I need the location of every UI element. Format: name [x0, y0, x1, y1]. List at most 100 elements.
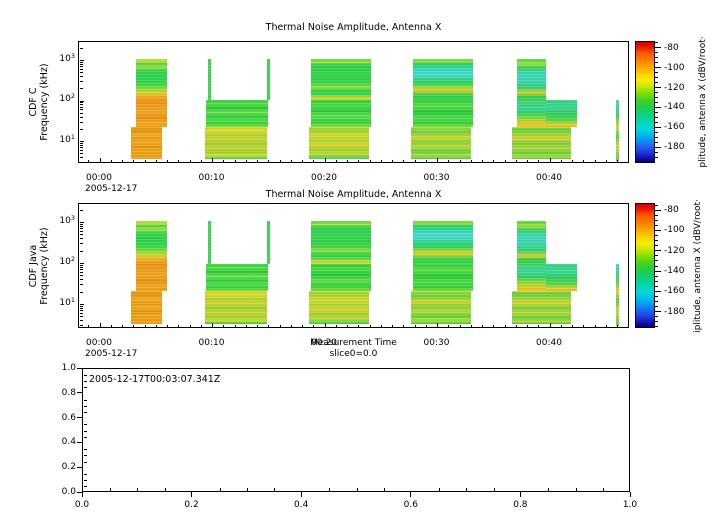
x-minor-tick: [560, 325, 562, 327]
x-minor-tick: [493, 488, 495, 491]
y-tick-exponent: 1: [70, 132, 75, 141]
x-major-tick: [324, 158, 326, 162]
x-minor-tick: [538, 325, 540, 327]
y-tick-base: 10: [59, 53, 71, 64]
colorbar[interactable]: [635, 41, 655, 163]
x-tick-label: 00:40: [536, 173, 562, 183]
spectrogram-segment: [410, 290, 471, 324]
y-major-tick: [80, 263, 84, 264]
x-axis-date-label: 2005-12-17: [85, 184, 138, 194]
colorbar-minor-tick: [655, 295, 658, 297]
y-tick-base: 10: [59, 297, 71, 308]
y-minor-tick: [80, 102, 83, 104]
colorbar-minor-tick: [655, 285, 658, 287]
colorbar-minor-tick: [655, 52, 658, 54]
x-minor-tick: [617, 325, 618, 327]
y-major-tick: [80, 141, 84, 142]
colorbar-minor-tick: [655, 97, 658, 99]
x-minor-tick: [257, 160, 258, 162]
x-minor-tick: [302, 160, 303, 162]
x-minor-tick: [178, 160, 180, 162]
y-minor-tick: [80, 144, 83, 146]
x-minor-tick: [403, 160, 405, 162]
y-minor-tick: [84, 380, 87, 382]
x-minor-tick: [137, 488, 139, 491]
y-minor-tick: [84, 399, 87, 401]
colorbar-minor-tick: [655, 260, 658, 262]
x-major-tick: [324, 323, 326, 327]
spectrogram-segment: [410, 126, 471, 159]
x-minor-tick: [234, 325, 236, 327]
spectrogram-segment: [516, 58, 547, 127]
x-minor-tick: [594, 325, 596, 327]
y-tick-label: 0.2: [61, 462, 76, 473]
x-minor-tick: [448, 160, 450, 162]
colorbar-tick-label: -120: [664, 245, 685, 256]
spectrogram-segment: [206, 100, 269, 127]
x-minor-tick: [515, 160, 517, 162]
x-tick-label: 00:00: [86, 338, 112, 348]
y-minor-tick: [80, 157, 83, 159]
x-major-tick: [437, 323, 438, 327]
x-minor-tick: [560, 160, 562, 162]
x-minor-tick: [356, 488, 358, 491]
colorbar-tick-label: -180: [664, 142, 685, 153]
y-minor-tick: [80, 305, 83, 307]
x-minor-tick: [144, 325, 146, 327]
x-tick-label: 00:30: [423, 338, 450, 348]
y-minor-tick: [80, 284, 83, 286]
colorbar[interactable]: [635, 203, 655, 328]
colorbar-minor-tick: [655, 131, 658, 133]
y-minor-tick: [80, 121, 83, 123]
x-minor-tick: [538, 160, 540, 162]
y-minor-tick: [80, 320, 83, 322]
x-minor-tick: [369, 325, 371, 327]
y-minor-tick: [80, 109, 83, 111]
colorbar-minor-tick: [655, 245, 658, 247]
x-minor-tick: [583, 325, 585, 327]
x-minor-tick: [122, 160, 123, 162]
colorbar-unit-label: iplitude, antenna X (dBV/root·: [693, 198, 703, 333]
y-major-tick: [80, 222, 84, 223]
spectrogram-segment: [309, 290, 370, 324]
y-minor-tick: [80, 307, 83, 309]
spectrogram-plot-area[interactable]: [78, 203, 629, 328]
x-minor-tick: [257, 325, 258, 327]
colorbar-minor-tick: [655, 121, 658, 123]
y-tick-base: 10: [59, 256, 71, 267]
y-tick-label: 0.8: [61, 387, 76, 398]
x-major-tick: [99, 323, 101, 327]
time-annotation[interactable]: 2005-12-17T00:03:07.341Z: [89, 374, 221, 385]
y-minor-tick: [84, 461, 87, 463]
y-minor-tick: [80, 279, 83, 281]
spectrogram-segment: [206, 263, 269, 291]
x-minor-tick: [167, 325, 168, 327]
x-minor-tick: [628, 160, 629, 163]
x-minor-tick: [392, 160, 393, 162]
colorbar-major-tick: [655, 311, 661, 313]
y-minor-tick: [80, 291, 83, 293]
y-minor-tick: [84, 449, 87, 451]
x-minor-tick: [504, 160, 506, 162]
y-tick-label: 0.0: [61, 487, 76, 497]
x-minor-tick: [380, 160, 382, 162]
empty-plot-area[interactable]: 2005-12-17T00:03:07.341Z: [82, 368, 630, 492]
x-tick-label: 00:30: [423, 173, 450, 183]
y-minor-tick: [80, 225, 83, 227]
y-minor-tick: [80, 275, 83, 277]
spectrogram-plot-area[interactable]: [78, 41, 629, 163]
x-minor-tick: [133, 325, 135, 327]
y-major-tick: [77, 367, 82, 369]
x-minor-tick: [155, 160, 157, 162]
y-tick-exponent: 3: [70, 213, 75, 222]
colorbar-major-tick: [655, 146, 661, 148]
y-tick-exponent: 2: [70, 254, 75, 263]
y-minor-tick: [84, 473, 87, 475]
y-minor-tick: [84, 387, 87, 389]
colorbar-minor-tick: [655, 265, 658, 267]
spectrogram-segment: [516, 221, 547, 291]
spectrogram-segment: [311, 58, 372, 101]
colorbar-minor-tick: [655, 301, 658, 303]
x-tick-label: 0.6: [403, 500, 418, 510]
x-minor-tick: [189, 160, 191, 162]
